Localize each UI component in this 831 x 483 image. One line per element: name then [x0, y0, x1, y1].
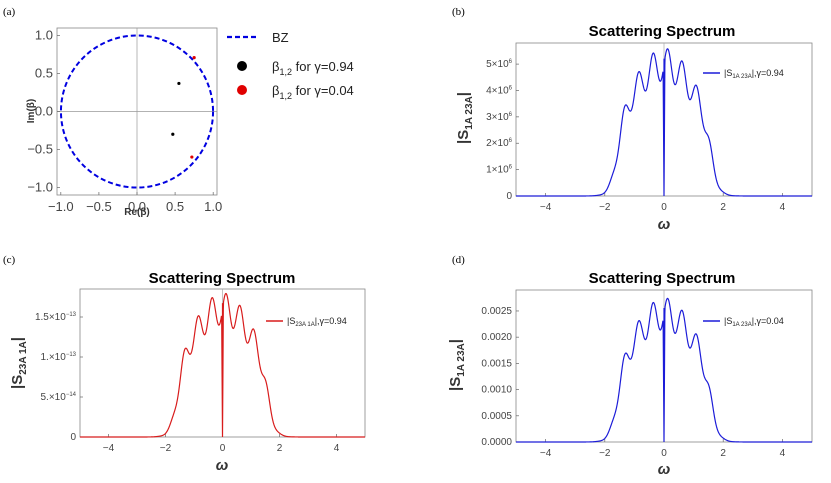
panel-label-c: (c) [3, 254, 16, 266]
y-tick-label: 0 [506, 191, 512, 202]
y-tick-label: 4×106 [486, 85, 513, 96]
panel-d: Scattering Spectrum −4 −2 0 2 4 0.0000 0.0005 0… [447, 270, 813, 478]
panel-b-title: Scattering Spectrum [589, 23, 736, 40]
panel-b-ylabel: |S1A 23A| [455, 92, 475, 144]
panel-a-points [171, 56, 196, 159]
x-tick-label: 0 [661, 448, 667, 459]
y-tick-label: 1×106 [486, 165, 513, 176]
panel-label-d: (d) [452, 254, 465, 266]
x-tick-label: −2 [599, 202, 611, 213]
x-tick-label: −4 [540, 448, 552, 459]
panel-c-ticks: −4 −2 0 2 4 0 5.×10−14 1.×10−13 1.5×10−13 [35, 312, 340, 454]
y-tick-label: 0.0025 [481, 306, 512, 317]
x-tick-label: 2 [277, 443, 283, 454]
panel-d-legend: |S1A 23A|,γ=0.04 [703, 316, 784, 328]
panel-a: −1.0 −0.5 0.0 0.5 1.0 1.0 0.5 0.0 −0.5 −1.0 Re(β)… [26, 28, 354, 218]
panel-d-spectrum-line [516, 297, 812, 443]
panel-b: Scattering Spectrum −4 −2 0 2 4 0 1×106 2×106 3×… [455, 23, 813, 233]
y-tick-label: 3×106 [486, 112, 513, 123]
y-tick-label: 2×106 [486, 138, 513, 149]
panel-c-xlabel: ω [216, 457, 229, 474]
panel-b-ticks: −4 −2 0 2 4 0 1×106 2×106 3×106 4×106 5×106 [486, 59, 785, 213]
red-root-point [190, 155, 194, 159]
panel-c-spectrum-line [80, 292, 365, 438]
x-tick-label: −4 [540, 202, 552, 213]
y-tick-label: 5×106 [486, 59, 513, 70]
panel-a-axes-lines [57, 28, 217, 195]
y-tick-label: 5.×10−14 [41, 392, 77, 403]
panel-c-legend-label: |S23A 1A|,γ=0.94 [287, 316, 347, 328]
y-tick-label: 0.0010 [481, 385, 512, 396]
y-tick-label: 0 [70, 432, 76, 443]
legend-red-swatch [237, 85, 247, 95]
x-tick-label: −2 [160, 443, 172, 454]
panel-d-title: Scattering Spectrum [589, 270, 736, 287]
x-tick-label: 1.0 [204, 199, 222, 214]
black-root-point [177, 81, 181, 86]
legend-red-label: β1,2 for γ=0.04 [272, 83, 354, 101]
panel-label-a: (a) [3, 6, 16, 18]
panel-d-ticks: −4 −2 0 2 4 0.0000 0.0005 0.0010 0.0015 0.0020 0.0… [481, 306, 785, 459]
panel-b-legend: |S1A 23A|,γ=0.94 [703, 68, 784, 80]
x-tick-label: 0.0 [128, 199, 146, 214]
x-tick-label: 4 [780, 202, 786, 213]
y-tick-label: −1.0 [27, 179, 53, 194]
y-tick-label: 0.0000 [481, 437, 512, 448]
x-tick-label: −4 [103, 443, 115, 454]
black-root-point [171, 132, 175, 136]
x-tick-label: 2 [720, 448, 726, 459]
x-tick-label: 4 [334, 443, 340, 454]
legend-bz-label: BZ [272, 30, 289, 45]
legend-black-label: β1,2 for γ=0.94 [272, 59, 354, 77]
x-tick-label: 2 [720, 202, 726, 213]
panel-d-ylabel: |S1A 23A| [447, 339, 467, 391]
y-tick-label: 1.0 [35, 28, 53, 43]
panel-d-xlabel: ω [658, 461, 671, 478]
panel-a-ylabel: Im(β) [26, 99, 37, 123]
y-tick-label: 0.0020 [481, 332, 512, 343]
x-tick-label: 0 [661, 202, 667, 213]
panel-d-legend-label: |S1A 23A|,γ=0.04 [724, 316, 784, 328]
y-tick-label: 1.×10−13 [41, 352, 77, 363]
panel-a-legend: BZ β1,2 for γ=0.94 β1,2 for γ=0.04 [227, 30, 354, 101]
panel-c-title: Scattering Spectrum [149, 270, 296, 287]
panel-c: Scattering Spectrum −4 −2 0 2 4 0 5.×10−14 1.×1… [9, 270, 366, 474]
panel-a-ticks: −1.0 −0.5 0.0 0.5 1.0 1.0 0.5 0.0 −0.5 −1.0 [27, 28, 222, 214]
y-tick-label: 1.5×10−13 [35, 312, 77, 323]
panel-c-ylabel: |S23A 1A| [9, 337, 29, 389]
panel-b-spectrum-line [516, 48, 812, 197]
panel-b-xlabel: ω [658, 216, 671, 233]
y-tick-label: −0.5 [27, 141, 53, 156]
x-tick-label: 0.5 [166, 199, 184, 214]
x-tick-label: 0 [220, 443, 226, 454]
panel-a-xlabel: Re(β) [124, 207, 150, 218]
y-tick-label: 0.0015 [481, 358, 512, 369]
y-tick-label: 0.0005 [481, 411, 512, 422]
x-tick-label: 4 [780, 448, 786, 459]
panel-label-b: (b) [452, 6, 465, 18]
x-tick-label: −1.0 [48, 199, 74, 214]
bz-circle [59, 34, 215, 189]
red-root-point [192, 56, 196, 60]
y-tick-label: 0.0 [35, 104, 53, 119]
x-tick-label: −2 [599, 448, 611, 459]
panel-c-legend: |S23A 1A|,γ=0.94 [266, 316, 347, 328]
y-tick-label: 0.5 [35, 66, 53, 81]
x-tick-label: −0.5 [86, 199, 112, 214]
panel-b-legend-label: |S1A 23A|,γ=0.94 [724, 68, 784, 80]
legend-black-swatch [237, 61, 247, 71]
